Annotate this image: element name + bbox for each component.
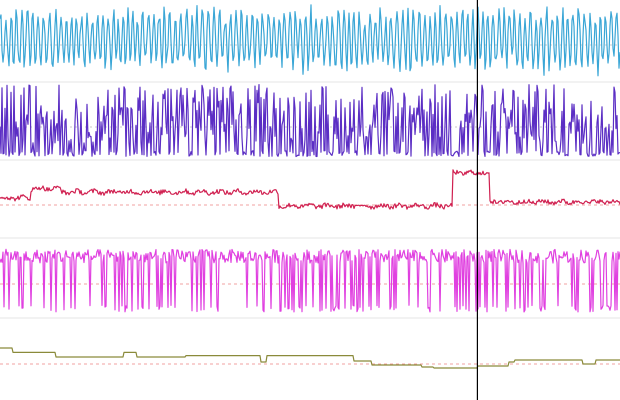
channel-2-trace: [0, 83, 620, 158]
waveform-traces: [0, 4, 620, 369]
channel-5-trace: [0, 347, 620, 369]
channel-4-trace: [0, 248, 620, 313]
channel-3-trace: [0, 169, 620, 210]
channel-1-trace: [0, 4, 620, 77]
channel-separators: [0, 81, 620, 319]
